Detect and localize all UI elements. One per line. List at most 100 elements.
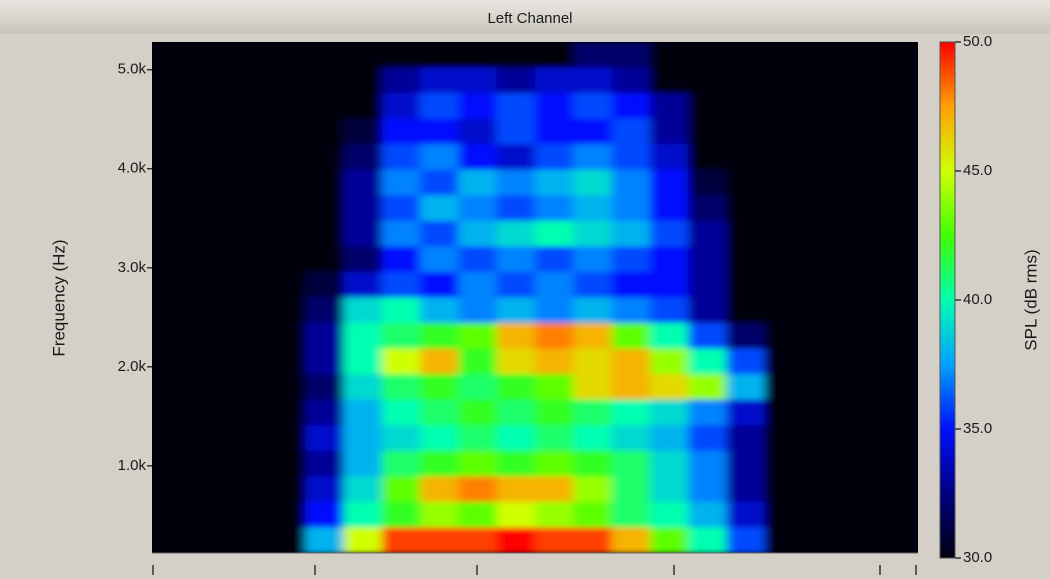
heatmap-cell <box>497 42 536 68</box>
heatmap-cell <box>190 349 229 375</box>
heatmap-cell <box>152 374 191 400</box>
heatmap-cell <box>650 476 689 502</box>
heatmap-cell <box>420 298 459 324</box>
heatmap-cell <box>688 298 727 324</box>
heatmap-cell <box>497 144 536 170</box>
heatmap-cell <box>344 272 383 298</box>
heatmap-cell <box>612 119 651 145</box>
heatmap-cell <box>382 425 421 451</box>
heatmap-cell <box>573 144 612 170</box>
heatmap-cell <box>229 374 268 400</box>
heatmap-cell <box>612 272 651 298</box>
heatmap-cell <box>688 246 727 272</box>
heatmap-cell <box>688 476 727 502</box>
heatmap-cell <box>305 527 344 553</box>
heatmap-cell <box>382 349 421 375</box>
heatmap-cell <box>880 119 919 145</box>
heatmap-cell <box>420 476 459 502</box>
heatmap-cell <box>803 144 842 170</box>
heatmap-cell <box>152 246 191 272</box>
heatmap-cell <box>803 349 842 375</box>
heatmap-cell <box>382 246 421 272</box>
heatmap-cell <box>305 272 344 298</box>
heatmap-cell <box>458 476 497 502</box>
heatmap-cell <box>305 502 344 528</box>
colorbar <box>940 42 955 558</box>
heatmap-cell <box>458 246 497 272</box>
heatmap <box>152 42 919 554</box>
heatmap-cell <box>229 119 268 145</box>
heatmap-cell <box>344 195 383 221</box>
heatmap-cell <box>190 272 229 298</box>
heatmap-cell <box>458 195 497 221</box>
heatmap-cell <box>152 400 191 426</box>
heatmap-cell <box>267 527 306 553</box>
heatmap-cell <box>344 246 383 272</box>
heatmap-cell <box>535 323 574 349</box>
heatmap-cell <box>688 349 727 375</box>
heatmap-cell <box>344 93 383 119</box>
heatmap-cell <box>152 68 191 94</box>
heatmap-cell <box>573 425 612 451</box>
heatmap-cell <box>880 323 919 349</box>
heatmap-cell <box>420 451 459 477</box>
heatmap-cell <box>573 272 612 298</box>
heatmap-cell <box>535 451 574 477</box>
heatmap-cell <box>880 425 919 451</box>
heatmap-cell <box>305 68 344 94</box>
heatmap-cell <box>612 425 651 451</box>
heatmap-cell <box>190 527 229 553</box>
heatmap-cell <box>420 246 459 272</box>
heatmap-cell <box>688 170 727 196</box>
heatmap-cell <box>344 323 383 349</box>
heatmap-cell <box>612 451 651 477</box>
heatmap-cell <box>573 502 612 528</box>
heatmap-cell <box>267 374 306 400</box>
heatmap-cell <box>382 119 421 145</box>
heatmap-cell <box>880 144 919 170</box>
heatmap-cell <box>458 221 497 247</box>
heatmap-cell <box>420 374 459 400</box>
heatmap-cell <box>152 42 191 68</box>
heatmap-cell <box>650 425 689 451</box>
heatmap-cell <box>650 93 689 119</box>
heatmap-cell <box>573 119 612 145</box>
heatmap-cell <box>497 349 536 375</box>
heatmap-cell <box>190 42 229 68</box>
heatmap-cell <box>612 400 651 426</box>
heatmap-cell <box>497 374 536 400</box>
y-tick-label: 3.0k <box>118 259 147 276</box>
heatmap-cell <box>344 400 383 426</box>
heatmap-cell <box>382 374 421 400</box>
heatmap-cell <box>382 502 421 528</box>
heatmap-cell <box>458 93 497 119</box>
colorbar-tick-label: 35.0 <box>963 420 992 437</box>
heatmap-cell <box>841 93 880 119</box>
heatmap-cell <box>688 221 727 247</box>
heatmap-cell <box>229 298 268 324</box>
heatmap-cell <box>535 425 574 451</box>
heatmap-cell <box>497 298 536 324</box>
heatmap-cell <box>344 374 383 400</box>
heatmap-cell <box>535 349 574 375</box>
heatmap-cell <box>841 502 880 528</box>
y-tick-label: 1.0k <box>118 457 147 474</box>
heatmap-cell <box>190 298 229 324</box>
heatmap-cell <box>267 93 306 119</box>
heatmap-cell <box>305 349 344 375</box>
heatmap-cell <box>229 195 268 221</box>
heatmap-cell <box>650 144 689 170</box>
heatmap-cell <box>650 170 689 196</box>
heatmap-cell <box>420 195 459 221</box>
heatmap-cell <box>573 400 612 426</box>
heatmap-cell <box>650 502 689 528</box>
heatmap-cell <box>420 502 459 528</box>
heatmap-cell <box>765 476 804 502</box>
heatmap-cell <box>650 68 689 94</box>
heatmap-cell <box>190 170 229 196</box>
heatmap-cell <box>190 144 229 170</box>
heatmap-cell <box>535 400 574 426</box>
heatmap-cell <box>229 400 268 426</box>
heatmap-cells <box>152 42 919 554</box>
heatmap-cell <box>765 93 804 119</box>
